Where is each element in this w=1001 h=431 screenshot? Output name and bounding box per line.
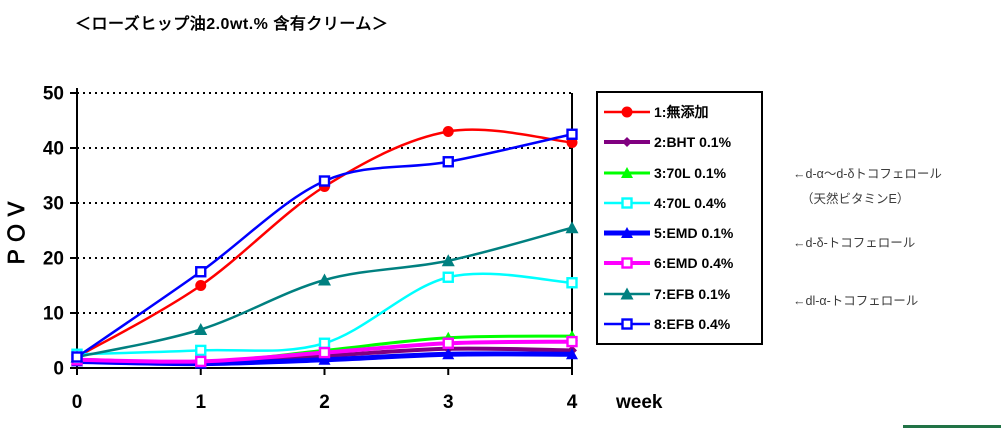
- data-point-marker: [621, 318, 633, 330]
- legend-label: 7:EFB 0.1%: [654, 285, 731, 302]
- legend-swatch-square-open: [604, 257, 650, 270]
- annotation-line: ←dl-α-トコフェロール: [793, 294, 919, 308]
- legend-item: 2:BHT 0.1%: [604, 128, 755, 156]
- data-point-marker: [318, 346, 331, 359]
- legend-label: 6:EMD 0.4%: [654, 255, 734, 272]
- data-point-marker: [195, 344, 207, 357]
- x-tick-label: 1: [195, 392, 206, 413]
- x-tick-label: 3: [443, 392, 454, 413]
- x-tick-label: 4: [567, 392, 578, 413]
- data-point-marker: [621, 197, 633, 209]
- legend-item: 7:EFB 0.1%: [604, 280, 755, 308]
- data-point-marker: [620, 287, 634, 300]
- legend-swatch-triangle: [604, 227, 650, 239]
- data-point-marker: [442, 337, 454, 349]
- data-point-marker: [194, 323, 208, 335]
- legend-label: 8:EFB 0.4%: [654, 315, 731, 332]
- pov-line-chart: 0 10 20 30 40 50 0 1 2 3 4 ＰＯＶ week: [4, 84, 663, 414]
- data-point-marker: [621, 227, 633, 239]
- series-line-8: [76, 133, 573, 359]
- y-tick-label: 20: [43, 249, 64, 270]
- annotation-line: ←d-δ-トコフェロール: [793, 236, 916, 250]
- data-point-marker: [622, 137, 632, 148]
- data-point-marker: [565, 221, 579, 234]
- annotation-tocopherol-dl-alpha: ←dl-α-トコフェロール: [793, 289, 918, 314]
- legend-item: 5:EMD 0.1%: [604, 219, 755, 247]
- data-point-marker: [195, 355, 207, 368]
- y-tick-label: 50: [43, 84, 64, 105]
- legend-label: 1:無添加: [654, 104, 709, 121]
- annotation-tocopherol-natural: ←d-α～d-δトコフェロール （天然ビタミンE）: [793, 162, 942, 212]
- data-point-marker: [566, 128, 578, 140]
- data-point-marker: [566, 335, 578, 348]
- data-point-marker: [195, 280, 207, 291]
- legend-swatch-diamond: [604, 137, 650, 148]
- data-point-marker: [442, 156, 454, 168]
- y-tick-label: 30: [43, 194, 64, 215]
- data-point-marker: [442, 126, 454, 137]
- data-point-marker: [621, 166, 633, 178]
- legend-item: 3:70L 0.1%: [604, 159, 755, 187]
- bottom-right-underline-decoration: [903, 425, 1001, 428]
- legend-item: 8:EFB 0.4%: [604, 310, 755, 338]
- legend-swatch-square-open: [604, 197, 650, 209]
- legend-swatch-circle: [604, 106, 650, 118]
- legend-label: 3:70L 0.1%: [654, 164, 727, 181]
- legend-swatch-square-open: [604, 318, 650, 330]
- data-point-marker: [318, 337, 331, 349]
- legend-swatch-triangle: [604, 166, 650, 178]
- annotation-line: ←d-α～d-δトコフェロール: [793, 167, 942, 181]
- legend-swatch-triangle: [604, 287, 650, 300]
- chart-title: ＜ローズヒップ油2.0wt.% 含有クリーム＞: [75, 16, 389, 33]
- y-tick-label: 40: [43, 139, 64, 160]
- legend: 1:無添加 2:BHT 0.1% 3:70L 0.1% 4:70L 0.4% 5:EMD…: [596, 91, 763, 345]
- y-tick-label: 10: [43, 304, 64, 325]
- data-point-marker: [318, 353, 331, 365]
- legend-label: 2:BHT 0.1%: [654, 134, 732, 151]
- data-point-marker: [318, 273, 331, 286]
- x-axis-title: week: [615, 392, 663, 413]
- data-point-marker: [71, 351, 83, 363]
- data-point-marker: [566, 348, 578, 360]
- data-point-marker: [621, 106, 633, 118]
- legend-item: 4:70L 0.4%: [604, 189, 755, 217]
- legend-item: 6:EMD 0.4%: [604, 249, 755, 277]
- data-point-marker: [441, 254, 455, 267]
- legend-label: 5:EMD 0.1%: [654, 225, 734, 242]
- data-point-marker: [318, 175, 331, 187]
- y-axis-title: ＰＯＶ: [4, 196, 29, 268]
- data-point-marker: [195, 266, 207, 278]
- data-point-marker: [566, 277, 578, 289]
- x-tick-label: 2: [319, 392, 330, 413]
- series-line-1: [76, 128, 573, 359]
- data-point-marker: [442, 271, 454, 283]
- legend-item: 1:無添加: [604, 98, 755, 126]
- data-point-marker: [442, 348, 455, 360]
- annotation-tocopherol-delta: ←d-δ-トコフェロール: [793, 231, 915, 256]
- legend-label: 4:70L 0.4%: [654, 194, 727, 211]
- y-tick-label: 0: [53, 359, 64, 380]
- data-point-marker: [621, 257, 633, 270]
- annotation-line: （天然ビタミンE）: [801, 192, 910, 206]
- x-tick-label: 0: [72, 392, 83, 413]
